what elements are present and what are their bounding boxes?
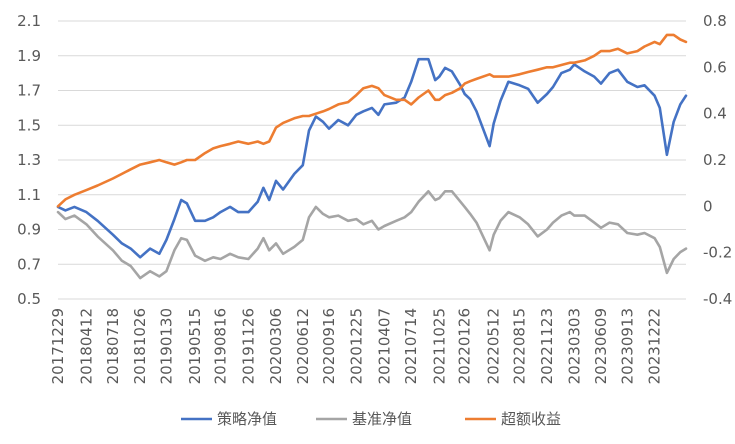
legend-item: 超额收益: [465, 410, 561, 428]
x-axis-tick-label: 20230303: [565, 308, 583, 384]
x-axis-tick-label: 20200916: [320, 308, 338, 384]
left-axis-tick-label: 0.9: [17, 221, 41, 239]
x-axis-tick-label: 20190130: [157, 308, 175, 384]
right-axis-tick-label: 0.4: [703, 105, 727, 123]
left-axis-tick-label: 0.5: [17, 290, 41, 308]
legend-label: 基准净值: [352, 410, 412, 428]
right-axis-tick-label: 0.8: [703, 12, 727, 30]
series-line-0: [56, 57, 688, 259]
x-axis-ticks: 20171229 20180412 20180718 20181026 20190130…: [49, 308, 664, 384]
x-axis-tick-label: 20221123: [538, 308, 556, 384]
left-axis-tick-label: 1.9: [17, 47, 41, 65]
x-axis-tick-label: 20180718: [104, 308, 122, 384]
left-axis-tick-label: 0.7: [17, 255, 41, 273]
legend-label: 策略净值: [217, 410, 277, 428]
x-axis-tick-label: 20220126: [456, 308, 474, 384]
gridlines: [58, 20, 686, 300]
right-axis-tick-label: 0.2: [703, 151, 727, 169]
right-axis-ticks: -0.4 -0.2 0 0.2 0.4 0.6 0.8: [703, 12, 732, 308]
series-line-2: [56, 33, 688, 208]
x-axis-tick-label: 20191126: [239, 308, 257, 384]
x-axis-tick-label: 20181026: [131, 308, 149, 384]
left-axis-tick-label: 1.3: [17, 151, 41, 169]
legend-label: 超额收益: [501, 410, 561, 428]
x-axis-tick-label: 20200612: [294, 308, 312, 384]
x-axis-tick-label: 20190515: [186, 308, 204, 384]
x-axis-tick-label: 20171229: [49, 308, 67, 384]
series-line-1: [56, 190, 688, 280]
legend: 策略净值 基准净值 超额收益: [181, 410, 561, 428]
x-axis-tick-label: 20230913: [618, 308, 636, 384]
x-axis-tick-label: 20220815: [511, 308, 529, 384]
left-axis-tick-label: 2.1: [17, 12, 41, 30]
x-axis-tick-label: 20200306: [267, 308, 285, 384]
x-axis-tick-label: 20211025: [430, 308, 448, 384]
x-axis-tick-label: 20210407: [375, 308, 393, 384]
right-axis-tick-label: -0.2: [703, 244, 732, 262]
left-axis-tick-label: 1.5: [17, 116, 41, 134]
left-axis-ticks: 0.5 0.7 0.9 1.1 1.3 1.5 1.7 1.9 2.1: [17, 12, 41, 308]
x-axis-tick-label: 20220512: [485, 308, 503, 384]
left-axis-tick-label: 1.7: [17, 82, 41, 100]
legend-item: 策略净值: [181, 410, 277, 428]
right-axis-tick-label: 0.6: [703, 58, 727, 76]
x-axis-tick-label: 20201225: [347, 308, 365, 384]
series-lines: [56, 33, 688, 280]
right-axis-tick-label: -0.4: [703, 290, 732, 308]
legend-item: 基准净值: [316, 410, 412, 428]
right-axis-tick-label: 0: [703, 197, 713, 215]
left-axis-tick-label: 1.1: [17, 186, 41, 204]
x-axis-tick-label: 20230609: [592, 308, 610, 384]
x-axis-tick-label: 20231222: [646, 308, 664, 384]
x-axis-tick-label: 20190816: [212, 308, 230, 384]
x-axis-tick-label: 20180412: [77, 308, 95, 384]
x-axis-tick-label: 20210714: [402, 308, 420, 384]
